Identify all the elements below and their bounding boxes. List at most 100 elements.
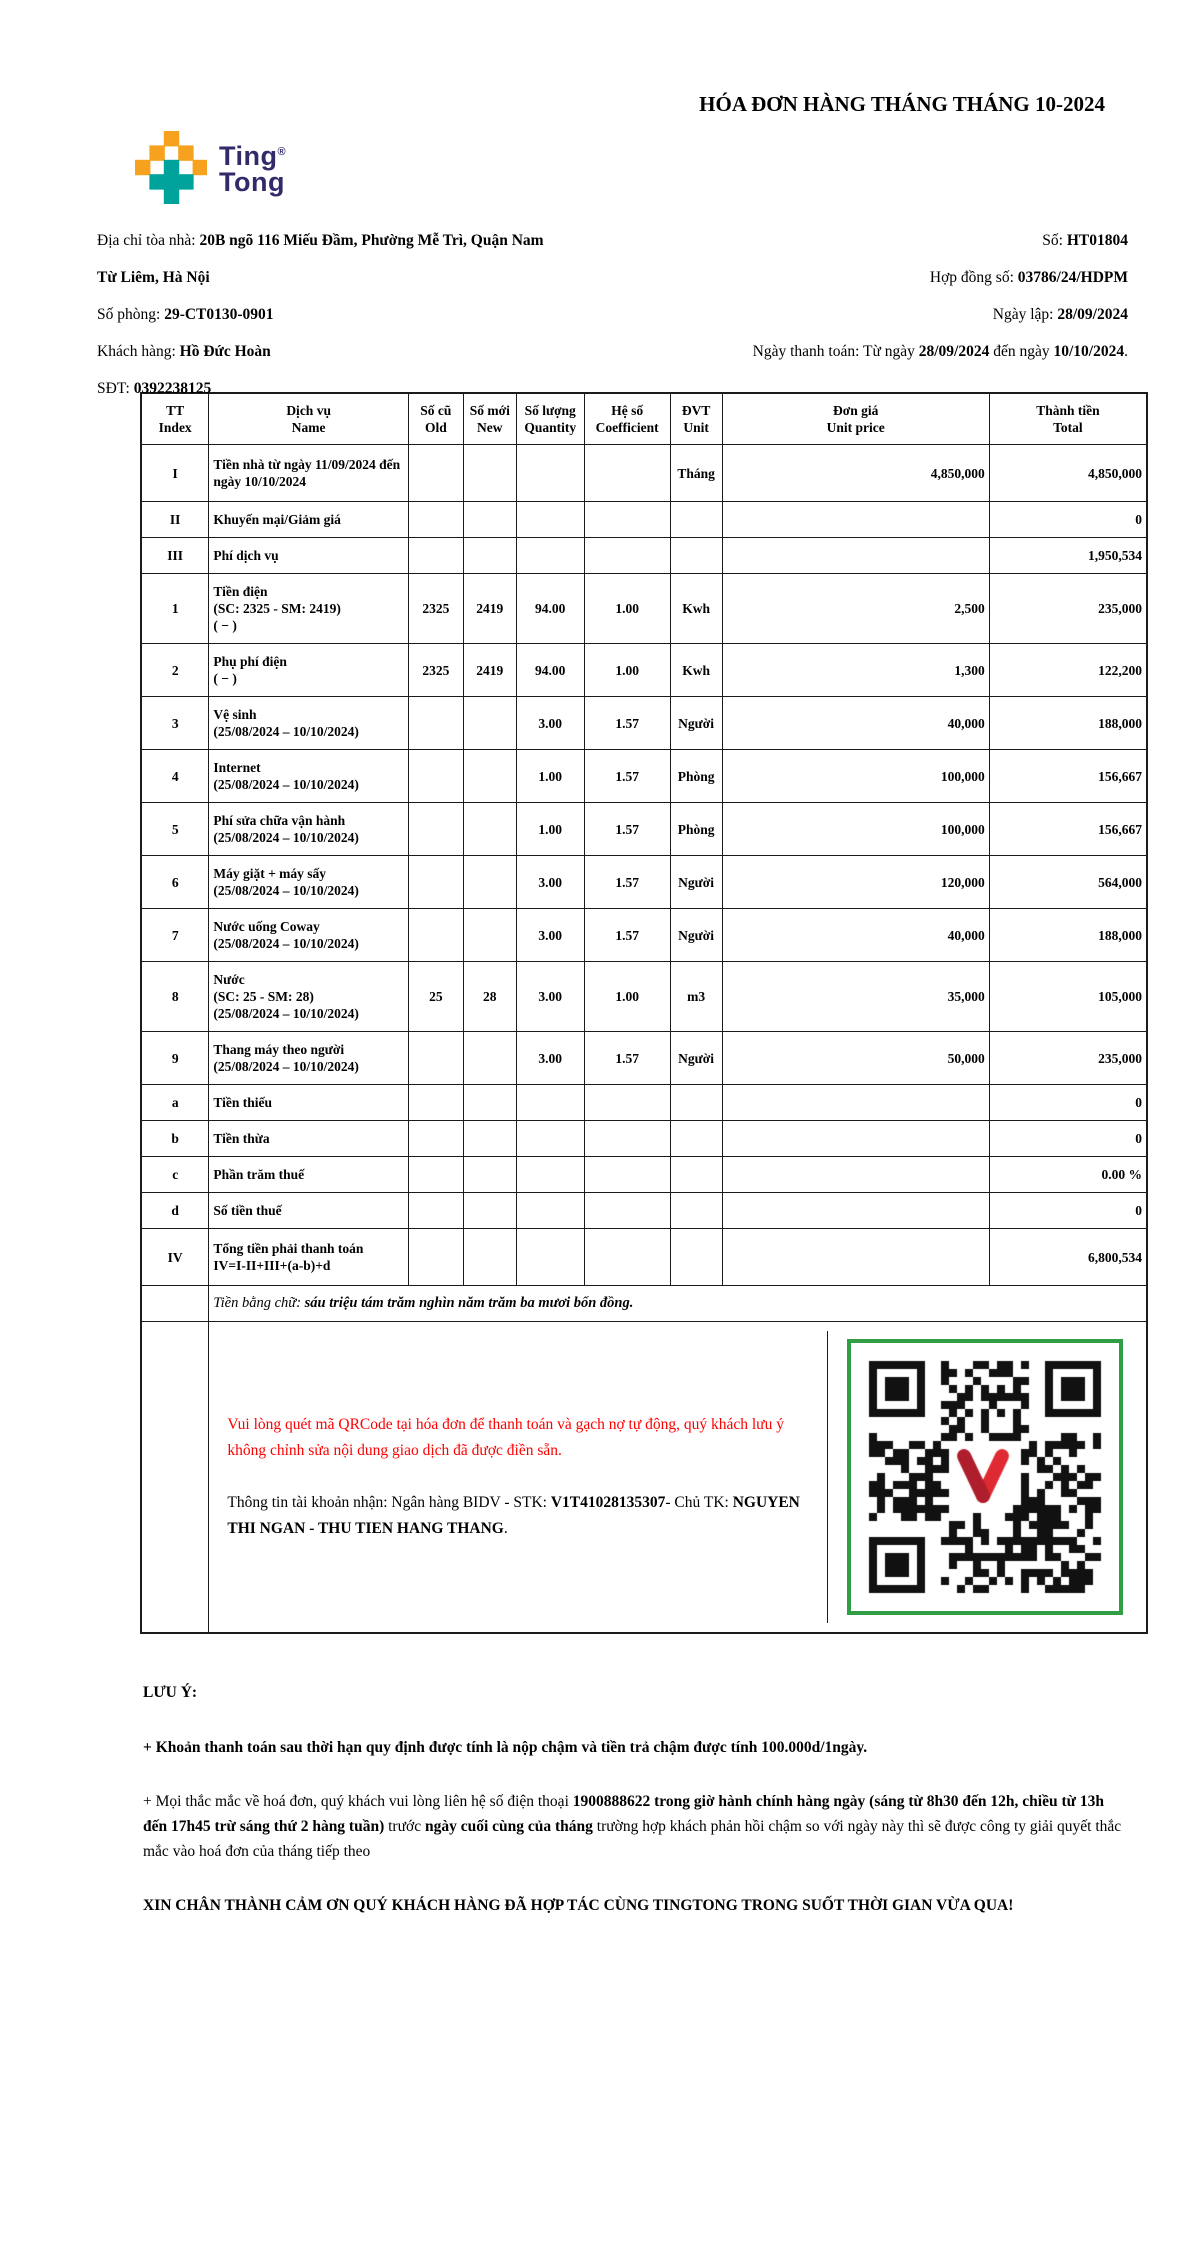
cell-quantity: 1.00 (515, 802, 585, 856)
cell-unit (669, 501, 723, 538)
cell-unit: Kwh (669, 573, 723, 644)
cell-service-name: Internet (25/08/2024 – 10/10/2024) (208, 749, 409, 803)
cell-total: 235,000 (988, 1031, 1148, 1085)
cell-new-reading (462, 696, 517, 750)
text-segment: trường hợp khách phản hồi chậm so với ng… (143, 1818, 1122, 1860)
cell-quantity: 3.00 (515, 961, 585, 1032)
cell-index: a (140, 1084, 210, 1121)
cell-coefficient (583, 1120, 671, 1157)
info-room-number: Số phòng: 29-CT0130-0901 (97, 296, 559, 333)
cell-total: 0 (988, 1084, 1148, 1121)
brand-line2: Tong (219, 167, 285, 197)
cell-new-reading: 2419 (462, 573, 517, 644)
text-segment: ngày cuối cùng của tháng (424, 1818, 593, 1835)
cell-unit-price: 50,000 (721, 1031, 990, 1085)
cell-new-reading: 28 (462, 961, 517, 1032)
cell-new-reading (462, 908, 517, 962)
cell-coefficient: 1.57 (583, 1031, 671, 1085)
column-header: Số cũ Old (407, 392, 464, 445)
cell-coefficient (583, 1084, 671, 1121)
text-segment: 28/09/2024 (1057, 306, 1128, 323)
text-segment: trước (384, 1818, 425, 1835)
info-payment-period: Ngày thanh toán: Từ ngày 28/09/2024 đến … (568, 333, 1128, 370)
cell-quantity: 3.00 (515, 908, 585, 962)
cell-service-name: Tổng tiền phải thanh toán IV=I-II+III+(a-… (208, 1228, 409, 1286)
cell-service-name: Tiền thiếu (208, 1084, 409, 1121)
cell-old-reading (407, 1120, 464, 1157)
cell-service-name: Phụ phí điện( − ) (208, 643, 409, 697)
info-phone: SĐT: 0392238125 (97, 370, 559, 407)
cell-unit (669, 1228, 723, 1286)
cell-new-reading: 2419 (462, 643, 517, 697)
cell-old-reading (407, 1031, 464, 1085)
cell-total: 0 (988, 1192, 1148, 1229)
text-segment: + Mọi thắc mắc về hoá đơn, quý khách vui… (143, 1793, 573, 1810)
cell-unit (669, 1156, 723, 1193)
qr-warning-note: Vui lòng quét mã QRCode tại hóa đơn để t… (227, 1416, 784, 1459)
table-row: IV Tổng tiền phải thanh toán IV=I-II+III+(… (140, 1228, 1148, 1286)
invoice-info: Địa chỉ tòa nhà: 20B ngõ 116 Miếu Đầm, P… (97, 222, 1128, 407)
column-header: TT Index (140, 392, 210, 445)
cell-coefficient (583, 444, 671, 502)
cell-total: 4,850,000 (988, 444, 1148, 502)
cell-quantity (515, 444, 585, 502)
cell-service-name: Thang máy theo người (25/08/2024 – 10/10/… (208, 1031, 409, 1085)
amount-in-words-row: Tiền bằng chữ: sáu triệu tám trăm nghìn … (140, 1285, 1148, 1322)
cell-new-reading (462, 537, 517, 574)
cell-new-reading (462, 1228, 517, 1286)
column-header: ĐVT Unit (669, 392, 723, 445)
cell-quantity (515, 1084, 585, 1121)
cell-index: 9 (140, 1031, 210, 1085)
cell-old-reading (407, 537, 464, 574)
qr-holder (827, 1331, 1142, 1623)
text-segment: Hồ Đức Hoàn (179, 343, 271, 360)
cell-total: 0 (988, 501, 1148, 538)
info-building-address: Địa chỉ tòa nhà: 20B ngõ 116 Miếu Đầm, P… (97, 222, 559, 296)
cell-unit: Phòng (669, 749, 723, 803)
cell-old-reading: 2325 (407, 573, 464, 644)
table-row: b Tiền thừa 0 (140, 1120, 1148, 1157)
info-right-column: Số: HT01804 Hợp đồng số: 03786/24/HDPM N… (568, 222, 1128, 407)
cell-unit-price: 120,000 (721, 855, 990, 909)
table-header-row: TT Index Dịch vụ Name Số cũ Old Số mới New Số lư… (140, 392, 1148, 445)
cell-quantity: 3.00 (515, 855, 585, 909)
cell-unit-price: 1,300 (721, 643, 990, 697)
note-late-payment: + Khoản thanh toán sau thời hạn quy định… (143, 1735, 1130, 1760)
cell-quantity (515, 1192, 585, 1229)
info-invoice-number: Số: HT01804 (568, 222, 1128, 259)
cell-coefficient (583, 1192, 671, 1229)
cell-total: 0 (988, 1120, 1148, 1157)
cell-unit: Người (669, 1031, 723, 1085)
table-row: 1 Tiền điện (SC: 2325 - SM: 2419)( − ) 2325… (140, 573, 1148, 644)
text-segment: Thông tin tài khoản nhận: Ngân hàng BIDV… (227, 1494, 551, 1511)
text-segment: đến ngày (989, 343, 1054, 360)
table-row: 4 Internet (25/08/2024 – 10/10/2024) 1.00 1.… (140, 749, 1148, 803)
cell-unit: Người (669, 696, 723, 750)
cell-coefficient: 1.00 (583, 573, 671, 644)
notes-heading: LƯU Ý: (143, 1684, 198, 1701)
cell-old-reading (407, 501, 464, 538)
text-segment: 20B ngõ 116 Miếu Đầm, Phường Mễ Trì, Quậ… (97, 232, 544, 286)
info-contract-number: Hợp đồng số: 03786/24/HDPM (568, 259, 1128, 296)
text-segment: SĐT: (97, 380, 134, 397)
cell-index: II (140, 501, 210, 538)
table-row: 3 Vệ sinh (25/08/2024 – 10/10/2024) 3.00 1.5… (140, 696, 1148, 750)
cell-service-name: Phí dịch vụ (208, 537, 409, 574)
cell-index: 7 (140, 908, 210, 962)
text-segment: + Khoản thanh toán sau thời hạn quy định… (143, 1739, 868, 1756)
cell-unit (669, 537, 723, 574)
table-row: c Phần trăm thuế 0.00 % (140, 1156, 1148, 1193)
payment-instructions: Vui lòng quét mã QRCode tại hóa đơn để t… (213, 1331, 827, 1623)
cell-new-reading (462, 802, 517, 856)
cell-old-reading (407, 1192, 464, 1229)
cell-unit-price (721, 501, 990, 538)
cell-quantity (515, 537, 585, 574)
invoice-table: TT Index Dịch vụ Name Số cũ Old Số mới New Số lư… (140, 392, 1148, 1634)
cell-unit: Phòng (669, 802, 723, 856)
text-segment: sáu triệu tám trăm nghìn năm trăm ba mươ… (304, 1295, 634, 1311)
table-row: II Khuyến mại/Giảm giá 0 (140, 501, 1148, 538)
cell-new-reading (462, 1192, 517, 1229)
cell-coefficient (583, 537, 671, 574)
cell-index: d (140, 1192, 210, 1229)
text-segment: V1T41028135307 (550, 1494, 666, 1511)
